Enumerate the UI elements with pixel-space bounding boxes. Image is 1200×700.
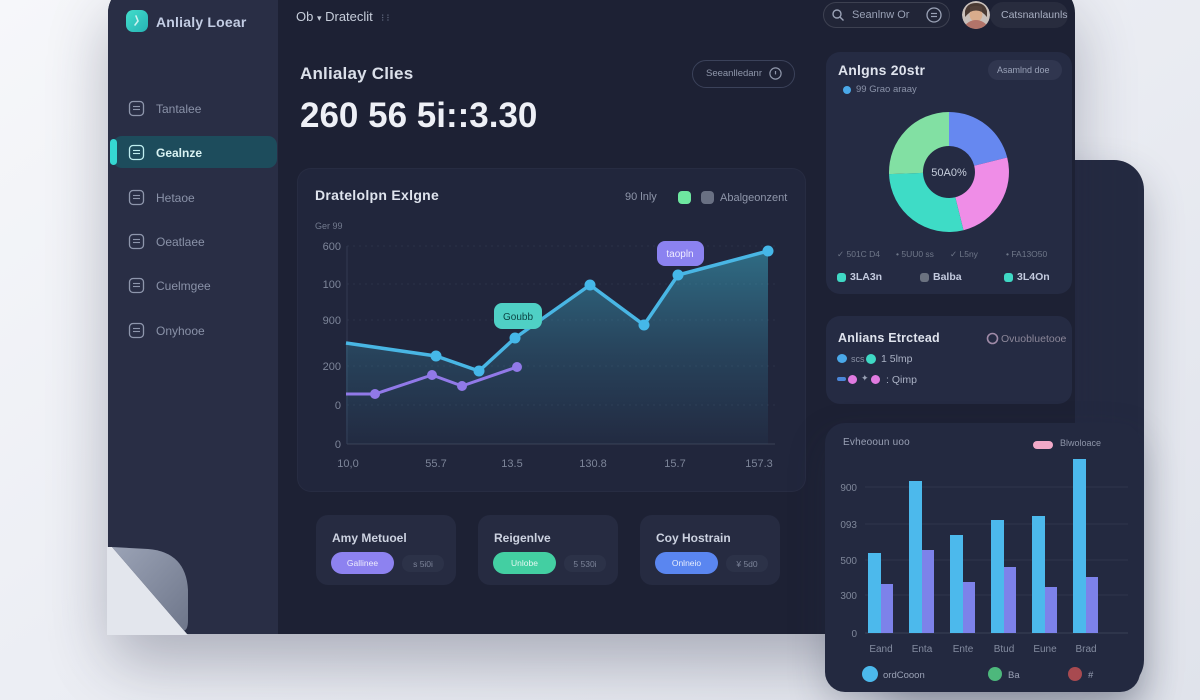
svg-text:Goubb: Goubb	[503, 312, 533, 323]
svg-text:Enta: Enta	[912, 644, 933, 655]
svg-text:Btud: Btud	[994, 644, 1015, 655]
svg-text:0: 0	[851, 629, 857, 640]
svg-text:55.7: 55.7	[425, 458, 446, 470]
svg-text:500: 500	[840, 556, 857, 567]
svg-text:#: #	[1088, 670, 1094, 681]
svg-text:157.3: 157.3	[745, 458, 773, 470]
svg-text:Eand: Eand	[869, 644, 892, 655]
svg-text:0: 0	[335, 439, 341, 451]
svg-text:600: 600	[323, 241, 341, 253]
svg-text:Ente: Ente	[953, 644, 974, 655]
svg-text:300: 300	[840, 591, 857, 602]
svg-text:Brad: Brad	[1075, 644, 1096, 655]
svg-text:10,0: 10,0	[337, 458, 358, 470]
svg-text:900: 900	[840, 483, 857, 494]
svg-text:093: 093	[840, 520, 857, 531]
svg-text:Ba: Ba	[1008, 670, 1020, 681]
svg-text:ordCooon: ordCooon	[883, 670, 925, 681]
svg-text:15.7: 15.7	[664, 458, 685, 470]
svg-text:Eune: Eune	[1033, 644, 1057, 655]
svg-text:taopln: taopln	[666, 249, 693, 260]
svg-text:200: 200	[323, 361, 341, 373]
svg-text:0: 0	[335, 400, 341, 412]
svg-text:50A0%: 50A0%	[931, 167, 967, 179]
svg-text:130.8: 130.8	[579, 458, 607, 470]
svg-text:13.5: 13.5	[501, 458, 522, 470]
svg-text:100: 100	[323, 279, 341, 291]
svg-text:900: 900	[323, 315, 341, 327]
